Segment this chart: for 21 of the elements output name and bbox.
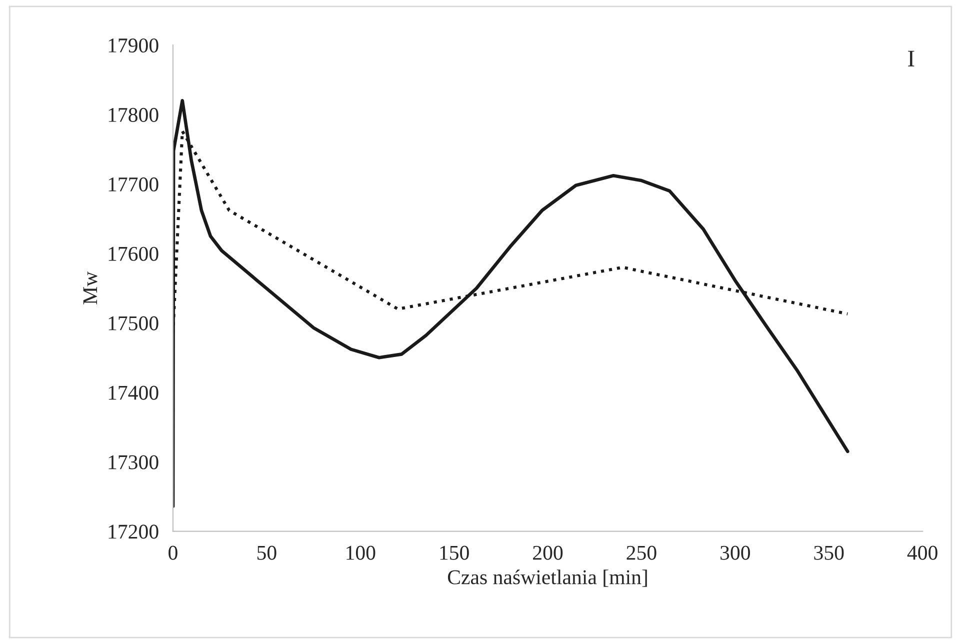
x-tick-label: 400: [907, 546, 938, 560]
line-series: [172, 98, 850, 508]
x-tick-label: 50: [257, 546, 276, 560]
y-tick-label: 17900: [108, 38, 158, 53]
x-axis-title: Czas naświetlania [min]: [448, 570, 647, 587]
x-tick-label: 100: [346, 546, 376, 560]
x-tick-label: 200: [533, 546, 563, 560]
y-tick-label: 17800: [108, 108, 158, 122]
x-tick-label: 250: [626, 546, 656, 560]
x-tick-label: 350: [814, 546, 844, 560]
y-tick-label: 17500: [108, 316, 158, 330]
y-axis-title: Mw: [83, 271, 98, 304]
y-tick-label: 17600: [108, 246, 158, 261]
x-tick-label: 300: [720, 546, 750, 560]
y-tick-label: 17200: [108, 524, 158, 539]
annotation: I: [908, 50, 914, 66]
y-tick-label: 17400: [108, 386, 158, 400]
x-tick-label: 150: [440, 546, 469, 560]
y-tick-label: 17300: [108, 455, 158, 470]
y-tick-label: 17700: [108, 177, 158, 192]
x-tick-label: 0: [168, 546, 178, 560]
